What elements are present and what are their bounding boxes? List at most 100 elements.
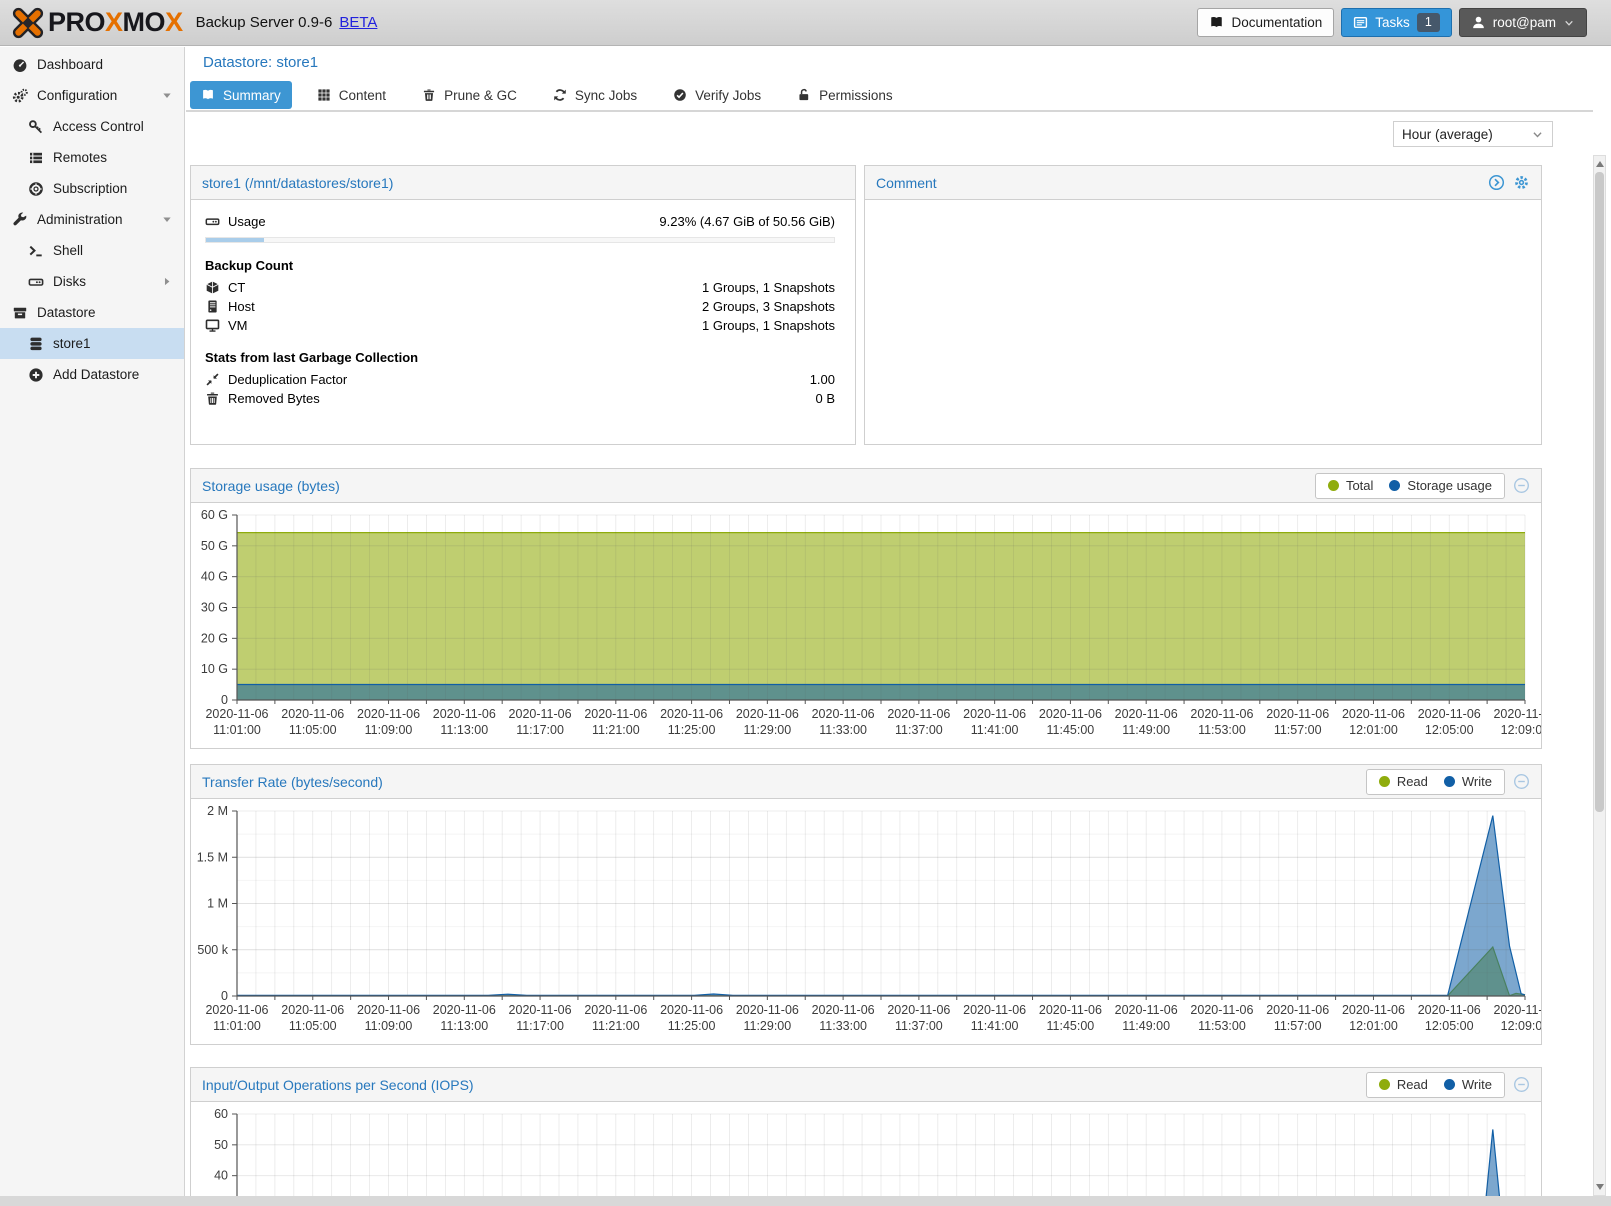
key-icon	[28, 119, 44, 135]
scroll-down-arrow[interactable]	[1596, 1184, 1604, 1190]
settings-gear-icon[interactable]	[1513, 174, 1530, 191]
stat-value: 2 Groups, 3 Snapshots	[702, 299, 835, 314]
svg-text:11:29:00: 11:29:00	[743, 1019, 791, 1033]
header-actions: Documentation Tasks 1 root@pam	[1197, 8, 1611, 37]
svg-text:60: 60	[214, 1107, 228, 1121]
sidebar-item-subscription[interactable]: Subscription	[0, 173, 184, 204]
sidebar-item-access-control[interactable]: Access Control	[0, 111, 184, 142]
svg-text:0: 0	[221, 989, 228, 1003]
sync-icon	[553, 88, 567, 102]
circle-arrow-right-icon[interactable]	[1488, 174, 1505, 191]
sidebar-item-shell[interactable]: Shell	[0, 235, 184, 266]
hdd-icon	[205, 214, 220, 229]
sidebar-item-datastore[interactable]: Datastore	[0, 297, 184, 328]
svg-text:12:05:00: 12:05:00	[1425, 723, 1474, 737]
svg-text:11:25:00: 11:25:00	[668, 1019, 716, 1033]
stat-label: VM	[228, 318, 248, 333]
sidebar-item-remotes[interactable]: Remotes	[0, 142, 184, 173]
svg-text:2020-11-06: 2020-11-06	[812, 707, 875, 721]
legend-item-read[interactable]: Read	[1378, 1077, 1428, 1092]
comment-panel: Comment	[864, 165, 1542, 445]
scroll-up-arrow[interactable]	[1596, 161, 1604, 167]
tab-content[interactable]: Content	[306, 81, 397, 109]
caret-down-icon[interactable]	[159, 89, 175, 102]
horizontal-scrollbar[interactable]	[0, 1196, 1611, 1206]
chevron-down-icon	[1563, 17, 1575, 29]
tab-sync-jobs[interactable]: Sync Jobs	[542, 81, 648, 109]
tab-verify-jobs[interactable]: Verify Jobs	[662, 81, 772, 109]
sidebar-item-disks[interactable]: Disks	[0, 266, 184, 297]
tab-permissions[interactable]: Permissions	[786, 81, 904, 109]
svg-text:2020-11-06: 2020-11-06	[736, 707, 799, 721]
stat-row-host: Host 2 Groups, 3 Snapshots	[205, 297, 835, 316]
chart-legend: Total Storage usage	[1314, 472, 1505, 499]
legend-item-storage-usage[interactable]: Storage usage	[1389, 478, 1492, 493]
tab-prune-gc[interactable]: Prune & GC	[411, 81, 528, 109]
user-label: root@pam	[1492, 15, 1556, 30]
usage-progress-fill	[206, 238, 264, 242]
sidebar-item-store1[interactable]: store1	[0, 328, 184, 359]
documentation-button[interactable]: Documentation	[1197, 8, 1335, 37]
scrollbar-thumb[interactable]	[1595, 172, 1604, 812]
svg-text:2020-11-06: 2020-11-06	[1190, 1003, 1253, 1017]
tab-bar: Summary Content Prune & GC Sync Jobs Verify …	[186, 81, 1593, 112]
svg-text:2020-11-06: 2020-11-06	[509, 1003, 572, 1017]
stat-row-vm: VM 1 Groups, 1 Snapshots	[205, 316, 835, 335]
timeframe-select[interactable]: Hour (average)	[1393, 121, 1553, 147]
transfer-rate-chart-panel: Transfer Rate (bytes/second) Read Write 0…	[190, 764, 1542, 1045]
svg-text:2020-11-06: 2020-11-06	[812, 1003, 875, 1017]
svg-text:11:25:00: 11:25:00	[668, 723, 716, 737]
legend-dot-icon	[1378, 776, 1390, 787]
legend-dot-icon	[1443, 1079, 1455, 1090]
legend-item-write[interactable]: Write	[1443, 774, 1492, 789]
sidebar-item-add-datastore[interactable]: Add Datastore	[0, 359, 184, 390]
lifering-icon	[28, 181, 44, 197]
svg-text:2020-11-06: 2020-11-06	[357, 707, 420, 721]
user-menu-button[interactable]: root@pam	[1458, 8, 1587, 37]
sidebar-item-dashboard[interactable]: Dashboard	[0, 49, 184, 80]
caret-right-icon[interactable]	[159, 275, 175, 288]
stat-label: Host	[228, 299, 255, 314]
gears-icon	[12, 88, 28, 104]
tab-summary[interactable]: Summary	[190, 81, 292, 109]
svg-text:1.5 M: 1.5 M	[197, 850, 228, 864]
svg-text:0: 0	[221, 693, 228, 707]
collapse-chart-icon[interactable]	[1513, 1076, 1530, 1093]
chart-legend: Read Write	[1365, 768, 1505, 795]
svg-text:11:01:00: 11:01:00	[213, 1019, 261, 1033]
sidebar-item-administration[interactable]: Administration	[0, 204, 184, 235]
tab-label: Content	[338, 87, 387, 103]
legend-item-read[interactable]: Read	[1378, 774, 1428, 789]
svg-text:11:41:00: 11:41:00	[971, 723, 1019, 737]
stat-label: Removed Bytes	[228, 391, 320, 406]
vertical-scrollbar[interactable]	[1593, 155, 1606, 1196]
stat-row-ct: CT 1 Groups, 1 Snapshots	[205, 278, 835, 297]
comment-body[interactable]	[865, 200, 1541, 444]
legend-item-total[interactable]: Total	[1327, 478, 1373, 493]
compress-icon	[205, 372, 220, 387]
sidebar-item-label: Datastore	[37, 305, 96, 320]
sidebar-item-configuration[interactable]: Configuration	[0, 80, 184, 111]
database-icon	[28, 336, 44, 352]
beta-link[interactable]: BETA	[339, 14, 378, 31]
svg-text:2020-11-06: 2020-11-06	[433, 707, 496, 721]
svg-text:500 k: 500 k	[197, 943, 228, 957]
svg-text:50 G: 50 G	[201, 539, 228, 553]
sidebar-item-label: Shell	[53, 243, 84, 258]
tasks-button[interactable]: Tasks 1	[1341, 8, 1452, 37]
collapse-chart-icon[interactable]	[1513, 773, 1530, 790]
collapse-chart-icon[interactable]	[1513, 477, 1530, 494]
caret-down-icon[interactable]	[159, 213, 175, 226]
svg-text:11:45:00: 11:45:00	[1047, 1019, 1095, 1033]
legend-item-write[interactable]: Write	[1443, 1077, 1492, 1092]
sidebar-item-label: Add Datastore	[53, 367, 140, 382]
sidebar-item-label: Administration	[37, 212, 123, 227]
stat-label: Deduplication Factor	[228, 372, 348, 387]
svg-text:11:57:00: 11:57:00	[1274, 723, 1322, 737]
hdd-icon	[28, 274, 44, 290]
svg-text:11:21:00: 11:21:00	[592, 1019, 640, 1033]
rows-icon	[28, 150, 44, 166]
svg-text:11:21:00: 11:21:00	[592, 723, 640, 737]
svg-text:11:01:00: 11:01:00	[213, 723, 261, 737]
chart-legend: Read Write	[1365, 1071, 1505, 1098]
